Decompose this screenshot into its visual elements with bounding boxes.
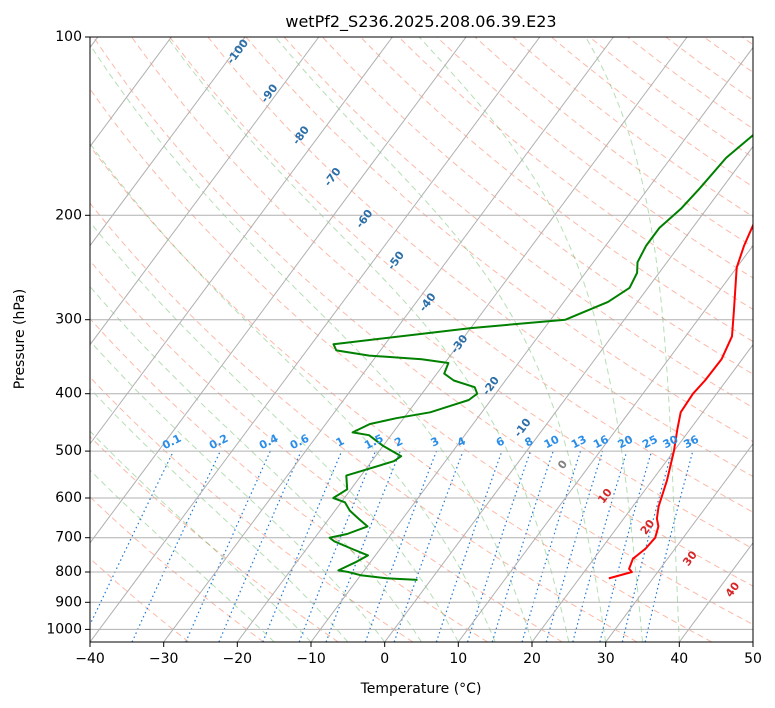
isotherm-line [90,37,246,247]
isotherm-line [531,343,753,642]
x-tick-label: 50 [744,651,762,667]
moist-adiabat-line [166,37,570,642]
y-axis-title: Pressure (hPa) [12,289,28,389]
x-tick-label: 0 [380,651,389,667]
dry-adiabat-line [360,37,753,343]
moist-adiabat-line [418,37,643,642]
x-tick-label: 40 [670,651,688,667]
mixing-ratio-line [572,450,628,642]
isotherm-line [310,46,753,642]
dewpoint-profile-line [328,133,753,581]
moist-adiabat-line [585,37,680,642]
dry-adiabat-line [90,376,414,642]
isotherm-line [605,442,753,642]
isotherm-line [90,37,393,445]
chart-title: wetPf2_S236.2025.208.06.39.E23 [285,12,556,32]
dry-adiabat-line [92,37,753,587]
dry-adiabat-line [90,260,563,642]
mixing-ratio-label: 20 [616,433,636,452]
mixing-ratio-label: 13 [569,433,589,452]
mixing-ratio-label: 10 [542,433,562,452]
dry-adiabat-line [398,37,753,310]
y-tick-label: 700 [55,530,82,546]
isotherm-gridlines [90,37,753,642]
y-tick-label: 600 [55,490,82,506]
y-axis: 100 200 300 400 500 600 700 800 900 1000 [46,29,90,637]
moist-adiabat-line [90,285,422,642]
mixing-ratio-line [466,450,532,642]
isotherm-line [163,37,614,642]
x-tick-label: −30 [149,651,179,667]
x-tick-label: 10 [449,651,467,667]
moist-adiabat-line [274,37,607,642]
x-tick-label: −40 [75,651,105,667]
mixing-ratio-label: 36 [681,433,701,452]
y-tick-label: 200 [55,207,82,223]
dry-adiabat-line [169,37,753,513]
x-tick-label: 30 [597,651,615,667]
mixing-ratio-line [435,450,503,642]
y-tick-label: 400 [55,386,82,402]
isotherm-line [90,37,467,544]
mixing-ratio-line [545,450,604,642]
dry-adiabat-line [90,145,712,642]
isotherm-line [236,37,688,642]
x-axis: −40 −30 −20 −10 0 10 20 30 40 50 [75,642,762,667]
mixing-ratio-label: 30 [661,433,681,452]
y-tick-label: 100 [55,29,82,45]
mixing-ratio-line [325,450,401,642]
isotherm-line [457,244,753,642]
x-tick-label: −20 [223,651,253,667]
moist-adiabat-line [90,387,349,642]
dry-adiabat-line [207,37,753,478]
mixing-ratio-line [521,450,582,642]
mixing-ratio-label: 25 [640,433,660,452]
dry-adiabat-line [90,202,638,642]
isotherm-line [90,37,172,148]
x-tick-label: −10 [296,651,326,667]
moist-adiabats [90,37,680,642]
temperature-profile-line [608,222,753,580]
dry-adiabat-line [90,88,753,626]
x-axis-title: Temperature (°C) [360,681,482,697]
data-series [328,133,753,581]
moist-adiabat-line [90,469,275,642]
isotherm-line [90,37,320,346]
y-tick-label: 300 [55,312,82,328]
plot-frame [89,36,754,643]
isotherm-line [90,37,541,642]
mixing-ratio-line [90,450,174,626]
moist-adiabat-line [90,430,312,642]
moist-adiabat-line [90,43,533,642]
isotherm-line [384,145,753,642]
mixing-ratio-line [298,450,377,642]
y-tick-label: 500 [55,443,82,459]
y-tick-label: 800 [55,564,82,580]
mixing-ratio-label: 16 [591,433,611,452]
y-tick-label: 900 [55,594,82,610]
y-tick-label: 1000 [46,621,82,637]
dry-adiabat-line [322,37,753,375]
moist-adiabat-line [90,340,386,642]
x-tick-label: 20 [523,651,541,667]
